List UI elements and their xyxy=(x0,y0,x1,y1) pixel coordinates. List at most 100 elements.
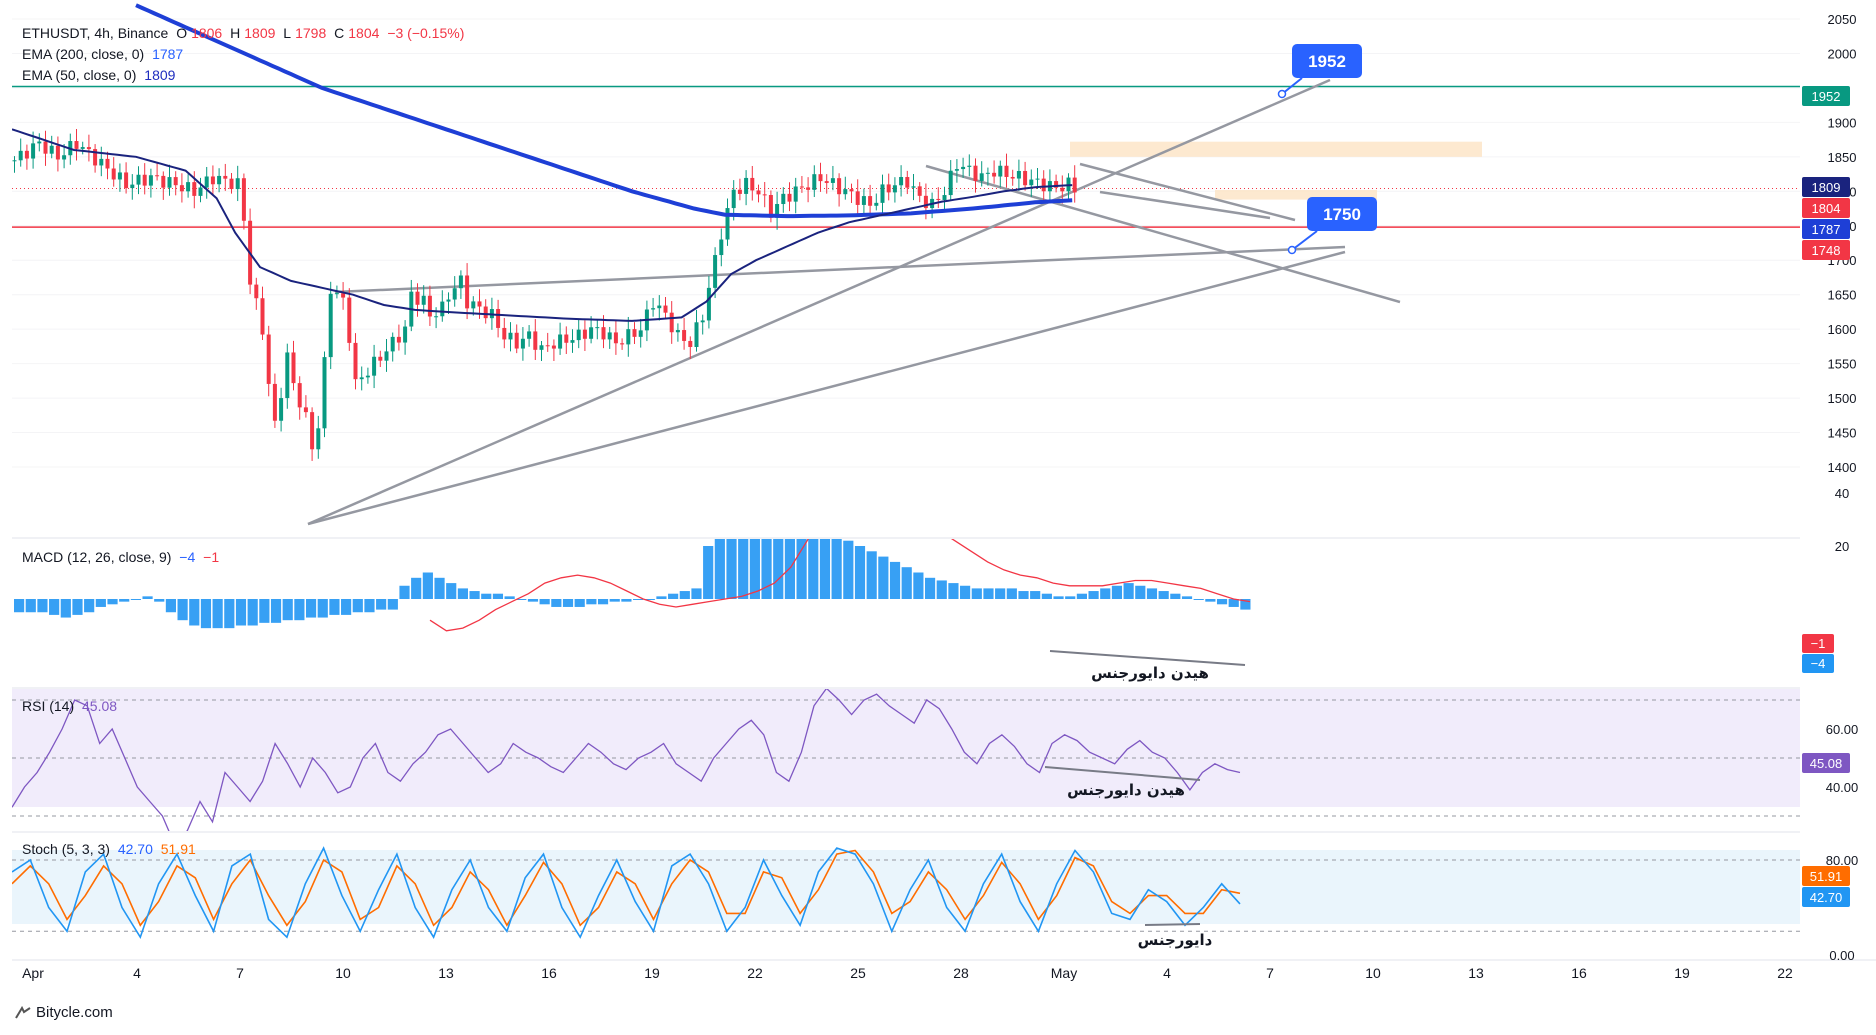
candle-body xyxy=(1023,170,1028,186)
price-badge xyxy=(1802,240,1850,260)
candle-body xyxy=(613,332,618,344)
x-axis-label: May xyxy=(1051,965,1077,981)
candle-body xyxy=(973,165,978,181)
candle-body xyxy=(899,177,904,186)
price-tick-label: 1600 xyxy=(1828,322,1857,337)
macd-histogram-bar xyxy=(738,539,749,599)
candle-body xyxy=(688,340,693,347)
pane-separators xyxy=(12,537,1876,961)
macd-histogram-bar xyxy=(924,577,936,599)
candle-body xyxy=(396,336,401,343)
candle-body xyxy=(781,193,786,205)
macd-histogram-bar xyxy=(971,588,982,599)
candle-body xyxy=(942,195,947,201)
candle-body xyxy=(1035,178,1040,180)
macd-badge-signal-label: −1 xyxy=(1811,636,1826,651)
candle-body xyxy=(502,327,507,340)
macd-histogram-bar xyxy=(317,599,328,618)
candle-body xyxy=(830,178,835,183)
macd-histogram-bar xyxy=(831,539,842,599)
macd-histogram-bar xyxy=(1181,596,1193,599)
macd-badge-macd xyxy=(1802,654,1834,673)
rsi-divergence-line xyxy=(1044,766,1201,781)
macd-histogram-bar xyxy=(1193,599,1204,600)
stoch-d-value: 51.91 xyxy=(160,841,196,857)
candle-body xyxy=(669,312,674,333)
macd-badge-macd-label: −4 xyxy=(1811,656,1826,671)
x-axis-label: 16 xyxy=(1571,965,1587,981)
candle-body xyxy=(465,275,470,309)
candle-body xyxy=(1072,177,1077,193)
candle-body xyxy=(458,275,463,289)
candle-body xyxy=(1010,176,1015,179)
macd-value-1: −4 xyxy=(179,549,196,565)
candle-body xyxy=(985,172,990,174)
macd-histogram-bar xyxy=(84,599,95,613)
candle-body xyxy=(161,175,166,188)
candle-body xyxy=(452,288,457,300)
price-tick-label: 2050 xyxy=(1828,12,1857,27)
candle-body xyxy=(1029,179,1034,186)
macd-histogram-bar xyxy=(224,599,235,629)
candle-body xyxy=(322,357,327,429)
rsi-divergence-note: هیدن دایورجنس xyxy=(1067,781,1185,799)
macd-histogram-bar xyxy=(270,599,282,623)
candle-body xyxy=(706,287,711,321)
candle-body xyxy=(341,293,346,298)
candle-body xyxy=(880,184,885,203)
x-axis-label: 19 xyxy=(644,965,660,981)
macd-histogram-bar xyxy=(235,599,247,626)
macd-histogram-bar xyxy=(1146,588,1158,599)
candle-body xyxy=(725,208,730,240)
macd-histogram-bar xyxy=(621,599,632,602)
macd-histogram-bar xyxy=(586,599,597,605)
price-tick-label: 1900 xyxy=(1828,115,1857,130)
macd-histogram-bar xyxy=(761,539,772,599)
macd-tick-label: 40 xyxy=(1835,486,1849,501)
stoch-tick-label: 80.00 xyxy=(1826,853,1859,868)
candle-body xyxy=(372,356,377,376)
stoch-badge-k-label: 42.70 xyxy=(1810,890,1843,905)
candle-body xyxy=(483,306,488,319)
macd-histogram-bar xyxy=(1216,599,1228,605)
candle-body xyxy=(297,383,302,408)
rsi-line xyxy=(12,689,1241,831)
candle-body xyxy=(576,329,581,341)
macd-histogram-bar xyxy=(282,599,293,621)
candle-body xyxy=(508,332,513,340)
candle-body xyxy=(477,301,482,307)
macd-histogram-bar xyxy=(142,596,153,599)
candle-body xyxy=(675,330,680,333)
candle-body xyxy=(632,329,637,337)
macd-histogram-bar xyxy=(422,572,433,599)
x-axis-label: 13 xyxy=(438,965,454,981)
trendline-5 xyxy=(1099,190,1271,220)
candle-body xyxy=(589,327,594,339)
candle-body xyxy=(229,178,234,190)
bitycle-logo-icon xyxy=(15,1005,31,1019)
macd-tick-label: 20 xyxy=(1835,539,1849,554)
callout-1750-pointer xyxy=(1291,230,1318,251)
candle-body xyxy=(861,196,866,205)
macd-label: MACD (12, 26, close, 9) xyxy=(22,549,172,565)
candle-body xyxy=(799,186,804,188)
macd-histogram-bar xyxy=(504,596,515,599)
macd-histogram-bar xyxy=(37,599,48,613)
candle-body xyxy=(967,165,972,167)
x-axis-label: 22 xyxy=(1777,965,1793,981)
macd-histogram-bar xyxy=(247,599,258,626)
macd-histogram-bar xyxy=(492,593,504,599)
rsi-badge-label: 45.08 xyxy=(1810,756,1843,771)
macd-histogram-bar xyxy=(446,583,457,599)
candle-body xyxy=(49,145,54,154)
candle-body xyxy=(750,177,755,191)
ohlc-open: O 1806 xyxy=(176,25,223,41)
candle-body xyxy=(1060,187,1065,192)
candle-body xyxy=(204,176,209,188)
price-badge-label: 1787 xyxy=(1812,222,1841,237)
candle-body xyxy=(37,141,42,144)
candle-body xyxy=(279,398,284,421)
candle-body xyxy=(731,189,736,209)
candle-body xyxy=(198,187,203,196)
